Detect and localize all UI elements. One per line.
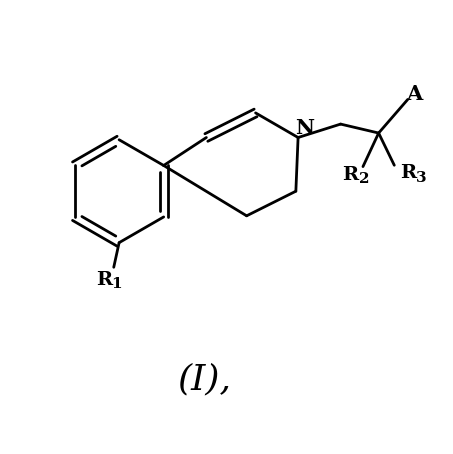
- Text: 1: 1: [111, 277, 122, 291]
- Text: 2: 2: [359, 172, 370, 186]
- Text: (I),: (I),: [177, 362, 231, 396]
- Text: A: A: [406, 84, 423, 104]
- Text: 3: 3: [416, 171, 426, 185]
- Text: R: R: [342, 166, 358, 184]
- Text: R: R: [400, 164, 416, 183]
- Text: N: N: [295, 118, 314, 138]
- Text: R: R: [96, 271, 112, 289]
